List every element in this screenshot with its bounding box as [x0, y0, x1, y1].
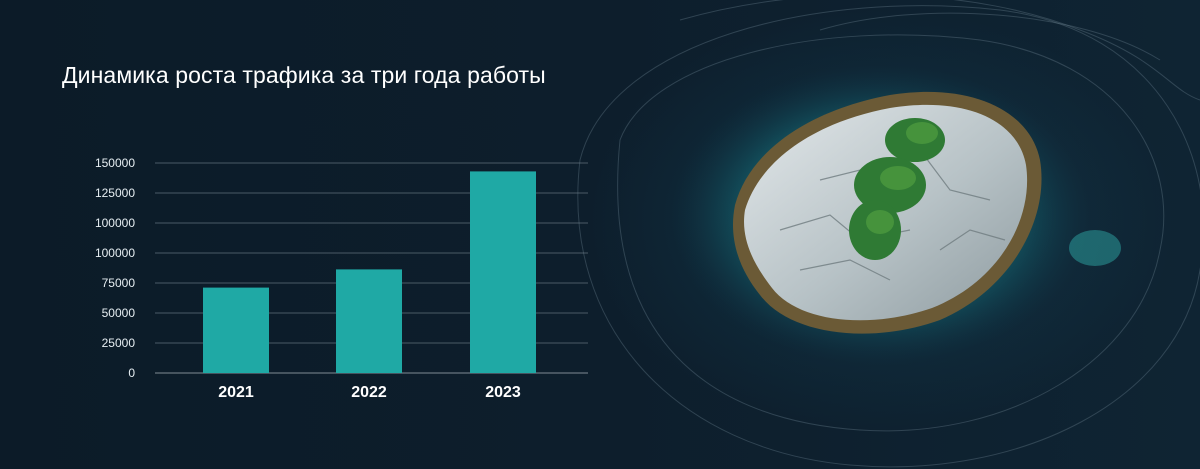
bar-2022	[336, 269, 402, 373]
y-tick-label: 25000	[102, 336, 136, 350]
y-tick-label: 150000	[95, 156, 135, 170]
x-tick-label-2023: 2023	[485, 384, 521, 401]
island-photo	[577, 0, 1200, 468]
y-tick-label: 100000	[95, 246, 135, 260]
bar-chart: 0 25000 50000 75000 100000 100000 125000 150000…	[95, 156, 588, 401]
x-axis-ticks: 2021 2022 2023	[218, 384, 521, 401]
chart-title: Динамика роста трафика за три года работ…	[62, 62, 546, 88]
y-tick-label: 125000	[95, 186, 135, 200]
y-axis-ticks: 0 25000 50000 75000 100000 100000 125000 150000	[95, 156, 135, 380]
x-tick-label-2021: 2021	[218, 384, 254, 401]
y-tick-label: 50000	[102, 306, 136, 320]
y-tick-label: 75000	[102, 276, 136, 290]
x-tick-label-2022: 2022	[351, 384, 387, 401]
y-tick-label: 100000	[95, 216, 135, 230]
bar-2023	[470, 171, 536, 373]
y-tick-label: 0	[128, 366, 135, 380]
bars	[203, 171, 536, 373]
bar-2021	[203, 287, 269, 373]
